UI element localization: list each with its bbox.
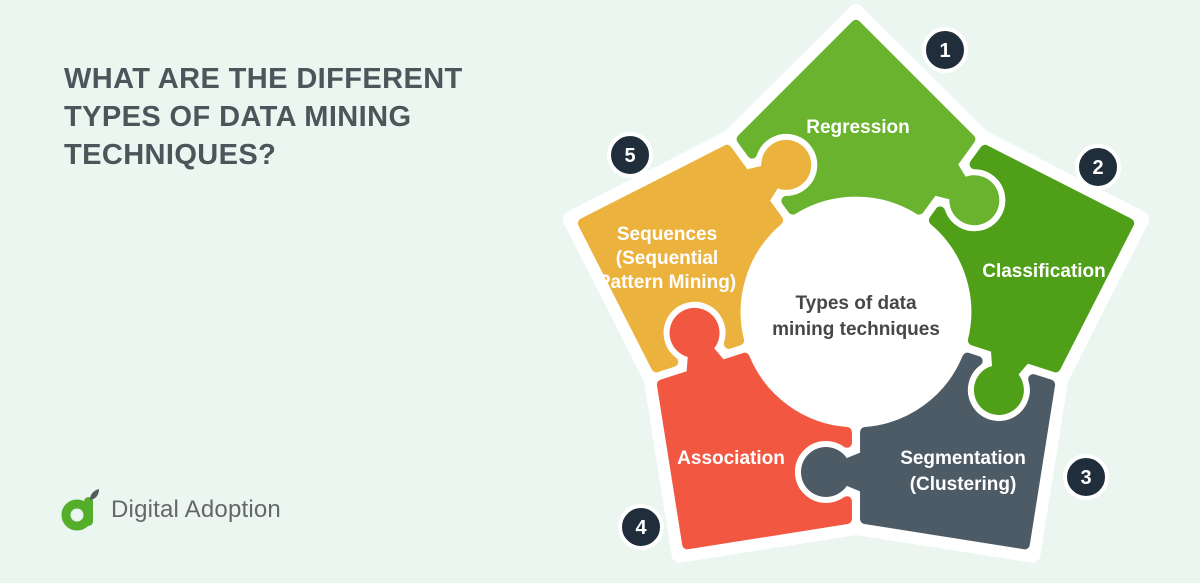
badge-circle	[922, 27, 968, 73]
badge-circle	[1063, 454, 1109, 500]
badge-circle	[618, 504, 664, 550]
badge-circle	[607, 132, 653, 178]
badge-5: 5	[607, 132, 653, 178]
digital-adoption-logo-icon	[61, 489, 99, 531]
center-label: Types of data mining techniques	[772, 293, 940, 340]
badge-number: 5	[624, 145, 635, 167]
badge-number: 1	[939, 40, 950, 62]
piece-label-sequences: Pattern Mining)	[598, 272, 736, 293]
piece-label-regression: Regression	[806, 117, 909, 138]
title-line: TYPES OF DATA MINING	[64, 101, 412, 133]
brand-footer: Digital Adoption	[60, 488, 281, 532]
badge-4: 4	[618, 504, 664, 550]
piece-label-sequences: Sequences	[617, 224, 717, 245]
badge-2: 2	[1075, 144, 1121, 190]
piece-label-segmentation: (Clustering)	[910, 474, 1017, 495]
logo-stem	[84, 497, 93, 526]
piece-label-classification: Classification	[982, 261, 1106, 282]
center-label-line: Types of data	[795, 293, 916, 314]
badge-number: 2	[1092, 157, 1103, 179]
piece-labels: Regression Classification Segmentation (…	[598, 117, 1106, 495]
title-line: WHAT ARE THE DIFFERENT	[64, 63, 463, 95]
center-circle	[748, 204, 964, 420]
piece-label-sequences: (Sequential	[616, 248, 718, 269]
piece-label-association: Association	[677, 448, 785, 469]
page-title: WHAT ARE THE DIFFERENT TYPES OF DATA MIN…	[64, 60, 494, 174]
badge-3: 3	[1063, 454, 1109, 500]
piece-label-segmentation: Segmentation	[900, 448, 1026, 469]
brand-name: Digital Adoption	[111, 496, 281, 523]
badge-circle	[1075, 144, 1121, 190]
center-label-line: mining techniques	[772, 319, 940, 340]
badge-number: 3	[1080, 467, 1091, 489]
logo-leaf	[90, 489, 99, 500]
badge-number: 4	[635, 517, 647, 539]
number-badges: 1 2 3 4 5	[607, 27, 1121, 550]
title-line: TECHNIQUES?	[64, 139, 277, 171]
badge-1: 1	[922, 27, 968, 73]
